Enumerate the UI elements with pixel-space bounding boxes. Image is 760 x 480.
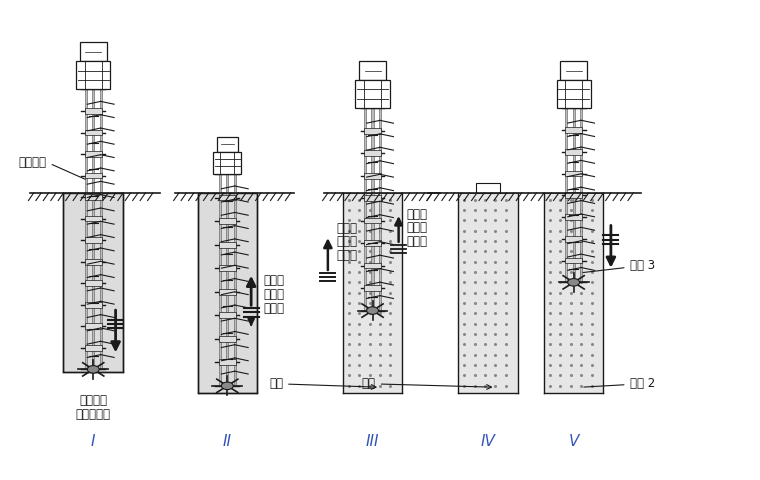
Circle shape bbox=[87, 366, 100, 373]
Text: V: V bbox=[568, 434, 579, 449]
Bar bbox=[85, 280, 102, 286]
Bar bbox=[372, 108, 374, 311]
Bar bbox=[565, 192, 582, 198]
Bar bbox=[85, 130, 102, 135]
Bar bbox=[565, 214, 582, 220]
Bar bbox=[556, 80, 591, 108]
Text: 水泥浆: 水泥浆 bbox=[337, 222, 358, 235]
Bar bbox=[364, 240, 381, 246]
Text: 头噴出: 头噴出 bbox=[337, 249, 358, 262]
Bar bbox=[85, 345, 102, 351]
Bar bbox=[85, 194, 102, 200]
Bar bbox=[217, 136, 238, 152]
Bar bbox=[379, 108, 381, 311]
Bar bbox=[219, 242, 236, 248]
Bar bbox=[219, 336, 236, 342]
Circle shape bbox=[568, 278, 580, 286]
Bar bbox=[219, 265, 236, 271]
Text: 头噴出: 头噴出 bbox=[263, 302, 284, 315]
Bar bbox=[565, 171, 582, 176]
Bar bbox=[64, 193, 123, 372]
Text: 水泥浆液: 水泥浆液 bbox=[79, 394, 107, 407]
Circle shape bbox=[221, 382, 233, 390]
Text: 普通叶片: 普通叶片 bbox=[19, 156, 87, 180]
Bar bbox=[84, 89, 87, 370]
Bar bbox=[80, 42, 106, 61]
Bar bbox=[85, 173, 102, 179]
Bar bbox=[364, 150, 381, 156]
Bar bbox=[219, 289, 236, 295]
Bar bbox=[364, 285, 381, 291]
Bar bbox=[343, 193, 402, 393]
Bar bbox=[364, 128, 381, 133]
Bar bbox=[364, 195, 381, 201]
Bar bbox=[219, 174, 221, 386]
Bar bbox=[198, 193, 257, 393]
Bar bbox=[364, 108, 366, 311]
Bar bbox=[213, 152, 242, 174]
Bar bbox=[85, 151, 102, 157]
Text: 水泥浆: 水泥浆 bbox=[406, 208, 427, 221]
Text: 水泥浆: 水泥浆 bbox=[263, 274, 284, 287]
Bar bbox=[364, 218, 381, 224]
Text: 由钒头噴出: 由钒头噴出 bbox=[76, 408, 111, 421]
Bar bbox=[565, 258, 582, 264]
Text: 液由钒: 液由钒 bbox=[337, 236, 358, 249]
Bar bbox=[85, 108, 102, 114]
Bar bbox=[85, 237, 102, 243]
Bar bbox=[364, 263, 381, 268]
Text: 液由钒: 液由钒 bbox=[406, 221, 427, 234]
Text: 顺序: 顺序 bbox=[362, 377, 492, 390]
Bar bbox=[565, 236, 582, 241]
Bar bbox=[233, 174, 236, 386]
Bar bbox=[565, 127, 582, 133]
Bar bbox=[565, 108, 567, 282]
Bar bbox=[544, 193, 603, 393]
Text: 顺序 3: 顺序 3 bbox=[582, 259, 654, 273]
Bar bbox=[226, 174, 229, 386]
Bar bbox=[76, 61, 110, 89]
Bar bbox=[92, 89, 94, 370]
Text: III: III bbox=[366, 434, 379, 449]
Text: 液由钒: 液由钒 bbox=[263, 288, 284, 301]
Bar bbox=[219, 312, 236, 318]
Bar bbox=[219, 195, 236, 201]
Text: 顺序: 顺序 bbox=[269, 377, 376, 390]
Bar bbox=[85, 259, 102, 264]
Bar bbox=[572, 108, 575, 282]
Text: 头噴出: 头噴出 bbox=[406, 235, 427, 248]
Circle shape bbox=[366, 307, 378, 314]
Bar bbox=[565, 149, 582, 155]
Bar bbox=[359, 61, 386, 80]
Text: II: II bbox=[223, 434, 232, 449]
Bar bbox=[560, 61, 587, 80]
Bar bbox=[580, 108, 582, 282]
Bar bbox=[85, 324, 102, 329]
Bar bbox=[476, 182, 500, 193]
Bar bbox=[458, 193, 518, 393]
Bar bbox=[85, 216, 102, 221]
Bar bbox=[219, 218, 236, 224]
Bar bbox=[364, 173, 381, 179]
Text: I: I bbox=[91, 434, 96, 449]
Text: 顺序 2: 顺序 2 bbox=[584, 377, 655, 390]
Text: IV: IV bbox=[480, 434, 496, 449]
Bar bbox=[219, 360, 236, 365]
Bar bbox=[100, 89, 102, 370]
Bar bbox=[356, 80, 390, 108]
Bar bbox=[85, 302, 102, 308]
